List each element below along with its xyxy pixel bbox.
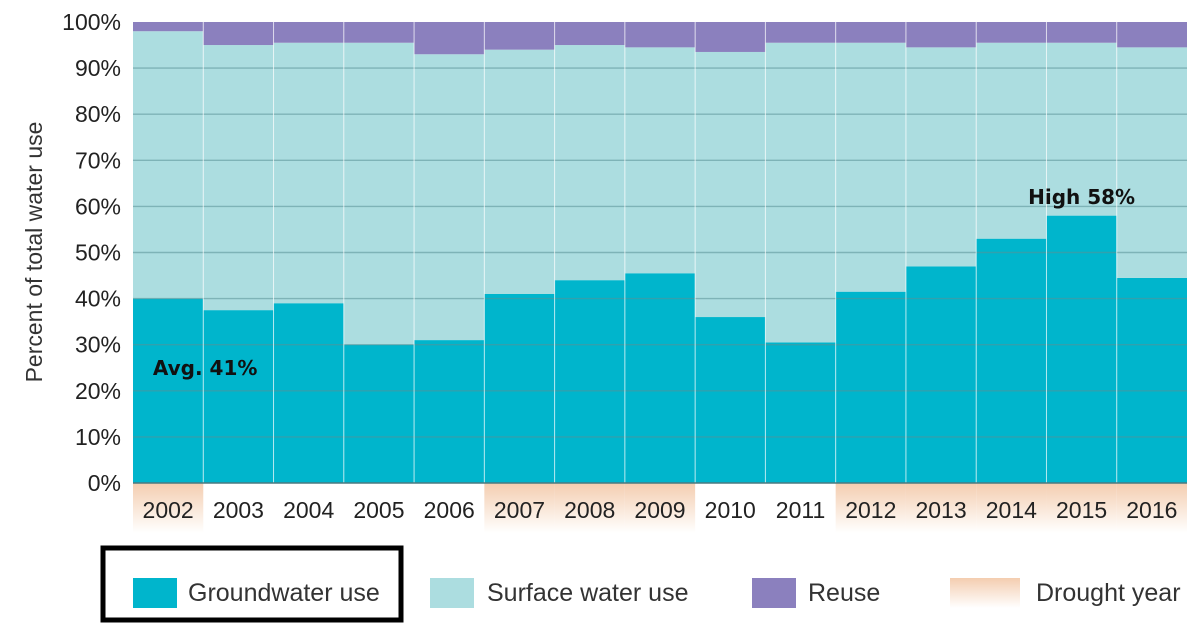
legend-highlight-box: [100, 545, 404, 623]
y-tick-label: 70%: [75, 147, 121, 173]
y-tick-label: 0%: [88, 470, 121, 496]
legend: Groundwater use Surface water use Reuse Dro…: [100, 545, 1181, 623]
drought-band-2002: [133, 483, 204, 533]
bar-groundwater-use-2007: [484, 293, 555, 483]
drought-band-2009: [624, 483, 696, 533]
x-tick-label: 2005: [353, 497, 404, 523]
bar-reuse-2007: [484, 22, 555, 50]
y-tick-label: 80%: [75, 101, 121, 127]
legend-label: Drought year: [1036, 579, 1181, 607]
legend-label: Reuse: [808, 579, 880, 607]
drought-band-2016: [1116, 483, 1187, 533]
drought-band-2008: [554, 483, 625, 533]
bar-reuse-2003: [203, 22, 274, 46]
x-tick-label: 2009: [634, 497, 685, 523]
stacked-bars: [133, 22, 1187, 483]
legend-label: Surface water use: [487, 579, 689, 607]
x-tick-label: 2015: [1056, 497, 1107, 523]
bar-groundwater-use-2012: [835, 291, 906, 483]
annotations: Avg. 41% High 58%: [153, 185, 1135, 380]
bar-reuse-2005: [343, 22, 415, 43]
bar-groundwater-use-2009: [624, 273, 696, 483]
bar-groundwater-use-2005: [343, 344, 415, 483]
bar-surface-water-use-2011: [765, 42, 836, 343]
bar-surface-water-use-2008: [554, 45, 625, 281]
bar-groundwater-use-2004: [273, 303, 344, 483]
y-tick-label: 50%: [75, 240, 121, 266]
bar-surface-water-use-2014: [976, 42, 1047, 239]
annotation-label: High 58%: [1028, 185, 1135, 209]
legend-swatch-1: [430, 578, 474, 608]
bar-surface-water-use-2007: [484, 49, 555, 294]
bar-surface-water-use-2012: [835, 42, 906, 292]
y-tick-label: 20%: [75, 378, 121, 404]
bar-surface-water-use-2003: [203, 45, 274, 311]
x-tick-label: 2007: [494, 497, 545, 523]
bar-reuse-2009: [624, 22, 696, 48]
x-tick-label: 2004: [283, 497, 334, 523]
y-tick-label: 60%: [75, 193, 121, 219]
y-tick-label: 100%: [62, 9, 121, 35]
bar-reuse-2006: [414, 22, 485, 55]
bar-surface-water-use-2016: [1116, 47, 1187, 278]
bar-groundwater-use-2011: [765, 342, 836, 483]
bar-surface-water-use-2006: [414, 54, 485, 341]
x-tick-label: 2006: [424, 497, 475, 523]
y-axis-label: Percent of total water use: [21, 122, 47, 383]
bar-reuse-2014: [976, 22, 1047, 43]
x-tick-label: 2011: [776, 497, 825, 523]
y-tick-labels: 0% 10% 20% 30% 40% 50% 60% 70% 80% 90% 100%: [62, 9, 121, 496]
bar-surface-water-use-2015: [1046, 42, 1117, 216]
bar-surface-water-use-2013: [905, 47, 977, 267]
bar-surface-water-use-2004: [273, 42, 344, 304]
bar-reuse-2010: [695, 22, 766, 52]
gridlines: [133, 22, 1187, 484]
drought-band-2013: [905, 483, 977, 533]
bar-groundwater-use-2016: [1116, 277, 1187, 483]
bar-groundwater-use-2003: [203, 310, 274, 483]
bar-surface-water-use-2010: [695, 51, 766, 318]
bar-reuse-2011: [765, 22, 836, 43]
bar-reuse-2008: [554, 22, 625, 46]
bar-surface-water-use-2005: [343, 42, 415, 345]
legend-swatch-0: [133, 578, 177, 608]
x-tick-label: 2008: [564, 497, 615, 523]
legend-swatch-3: [950, 578, 1020, 608]
bar-groundwater-use-2013: [905, 266, 977, 483]
bar-reuse-2004: [273, 22, 344, 43]
y-tick-label: 90%: [75, 55, 121, 81]
drought-year-bands: [133, 483, 1187, 533]
bar-groundwater-use-2015: [1046, 215, 1117, 483]
bar-surface-water-use-2002: [133, 31, 204, 299]
bar-reuse-2013: [905, 22, 977, 48]
x-tick-label: 2016: [1126, 497, 1177, 523]
y-tick-label: 40%: [75, 286, 121, 312]
bar-groundwater-use-2014: [976, 238, 1047, 483]
x-tick-labels: 2002 2003 2004 2005 2006 2007 2008 2009 2010 2011…: [143, 497, 1178, 523]
bar-groundwater-use-2006: [414, 340, 485, 483]
bar-reuse-2015: [1046, 22, 1117, 43]
legend-swatch-2: [752, 578, 796, 608]
drought-band-2007: [484, 483, 555, 533]
drought-band-2015: [1046, 483, 1117, 533]
x-tick-label: 2014: [986, 497, 1037, 523]
bar-groundwater-use-2008: [554, 280, 625, 483]
bar-reuse-2016: [1116, 22, 1187, 48]
y-tick-label: 10%: [75, 424, 121, 450]
drought-band-2014: [976, 483, 1047, 533]
bar-reuse-2012: [835, 22, 906, 43]
y-tick-label: 30%: [75, 332, 121, 358]
x-tick-label: 2012: [845, 497, 896, 523]
x-tick-label: 2003: [213, 497, 264, 523]
x-tick-label: 2013: [915, 497, 966, 523]
drought-band-2012: [835, 483, 906, 533]
bar-groundwater-use-2010: [695, 317, 766, 483]
legend-label: Groundwater use: [188, 579, 380, 607]
x-tick-label: 2010: [705, 497, 756, 523]
bar-reuse-2002: [133, 22, 204, 32]
annotation-label: Avg. 41%: [153, 356, 258, 380]
x-tick-label: 2002: [143, 497, 194, 523]
